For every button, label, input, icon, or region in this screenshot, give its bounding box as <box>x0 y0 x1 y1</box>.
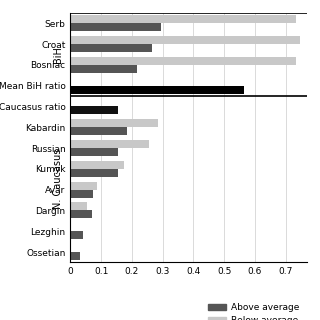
Bar <box>70 36 300 44</box>
Bar <box>70 106 118 114</box>
Bar <box>70 252 80 260</box>
Bar <box>70 161 124 169</box>
Bar <box>70 44 152 52</box>
Bar <box>70 182 97 189</box>
Bar <box>70 23 161 31</box>
Bar <box>70 127 127 135</box>
Bar <box>70 119 158 127</box>
Bar <box>70 169 118 177</box>
Bar <box>70 211 92 218</box>
Bar <box>70 203 87 211</box>
Bar <box>70 189 93 197</box>
Bar <box>70 57 296 65</box>
Bar <box>70 140 149 148</box>
Text: BiH: BiH <box>52 46 63 63</box>
Bar <box>70 86 244 93</box>
Bar <box>70 15 296 23</box>
Legend: Above average, Below average: Above average, Below average <box>204 300 303 320</box>
Bar <box>70 65 137 73</box>
Bar <box>70 231 83 239</box>
Bar <box>70 148 118 156</box>
Text: N. Caucasus: N. Caucasus <box>52 149 63 209</box>
